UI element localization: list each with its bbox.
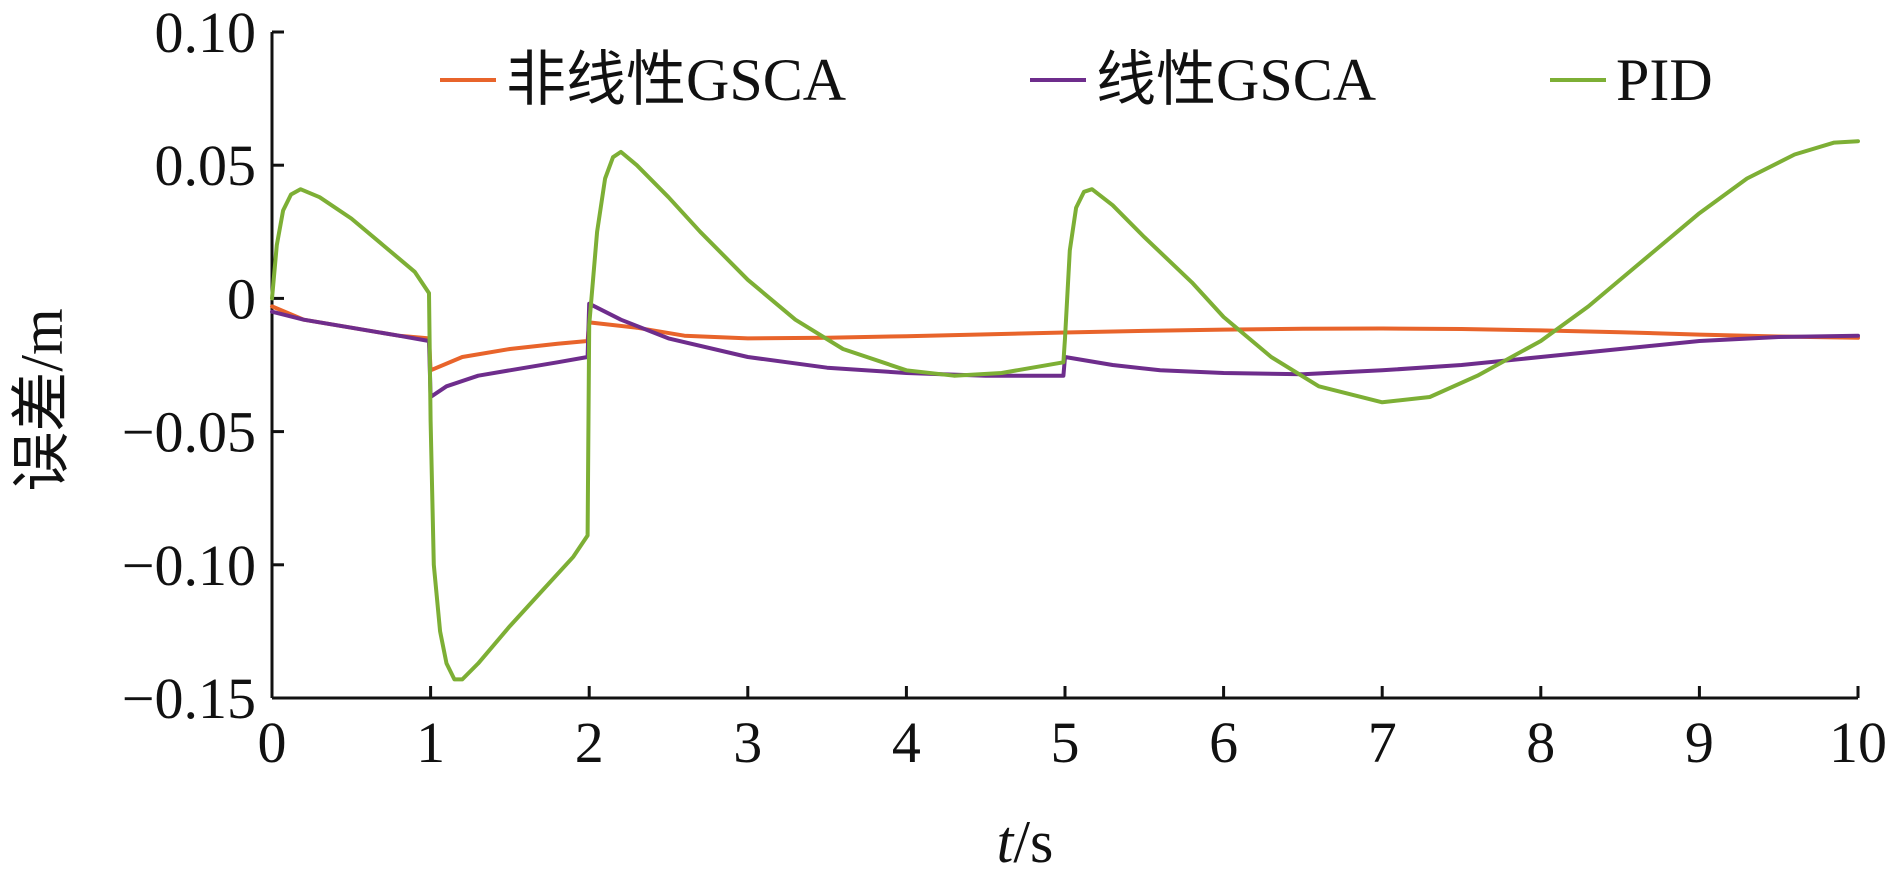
x-tick-label: 5 [1051,710,1080,775]
legend-label: PID [1616,47,1713,113]
series-line [270,139,1860,682]
x-tick-label: 0 [258,710,287,775]
y-tick-label: −0.10 [122,533,256,598]
x-tick-label: 1 [416,710,445,775]
x-tick-label: 6 [1209,710,1238,775]
x-axis-title: t/s [997,809,1054,872]
y-tick-label: 0.05 [155,133,257,198]
y-tick-label: −0.05 [122,400,256,465]
y-tick-label: 0 [227,266,256,331]
x-tick-label: 10 [1829,710,1887,775]
legend-label: 非线性GSCA [506,47,846,113]
y-tick-label: 0.10 [155,0,257,65]
x-tick-label: 3 [733,710,762,775]
x-tick-label: 9 [1685,710,1714,775]
x-tick-label: 8 [1526,710,1555,775]
x-tick-label: 7 [1368,710,1397,775]
series-layer [270,139,1860,682]
x-tick-label: 4 [892,710,921,775]
x-axis-title-variable: t [997,809,1015,872]
legend-label: 线性GSCA [1096,47,1376,113]
y-axis-title: 误差/m [9,308,75,491]
x-tick-label: 2 [575,710,604,775]
y-tick-label: −0.15 [122,666,256,731]
x-axis-title-unit: /s [1013,809,1053,872]
axes: 0 1 2 3 4 5 6 7 8 9 10 0.10 0.05 0 −0.05 −0.10 −0.15 [122,0,1887,775]
legend: 非线性GSCA 线性GSCA PID [440,47,1713,113]
